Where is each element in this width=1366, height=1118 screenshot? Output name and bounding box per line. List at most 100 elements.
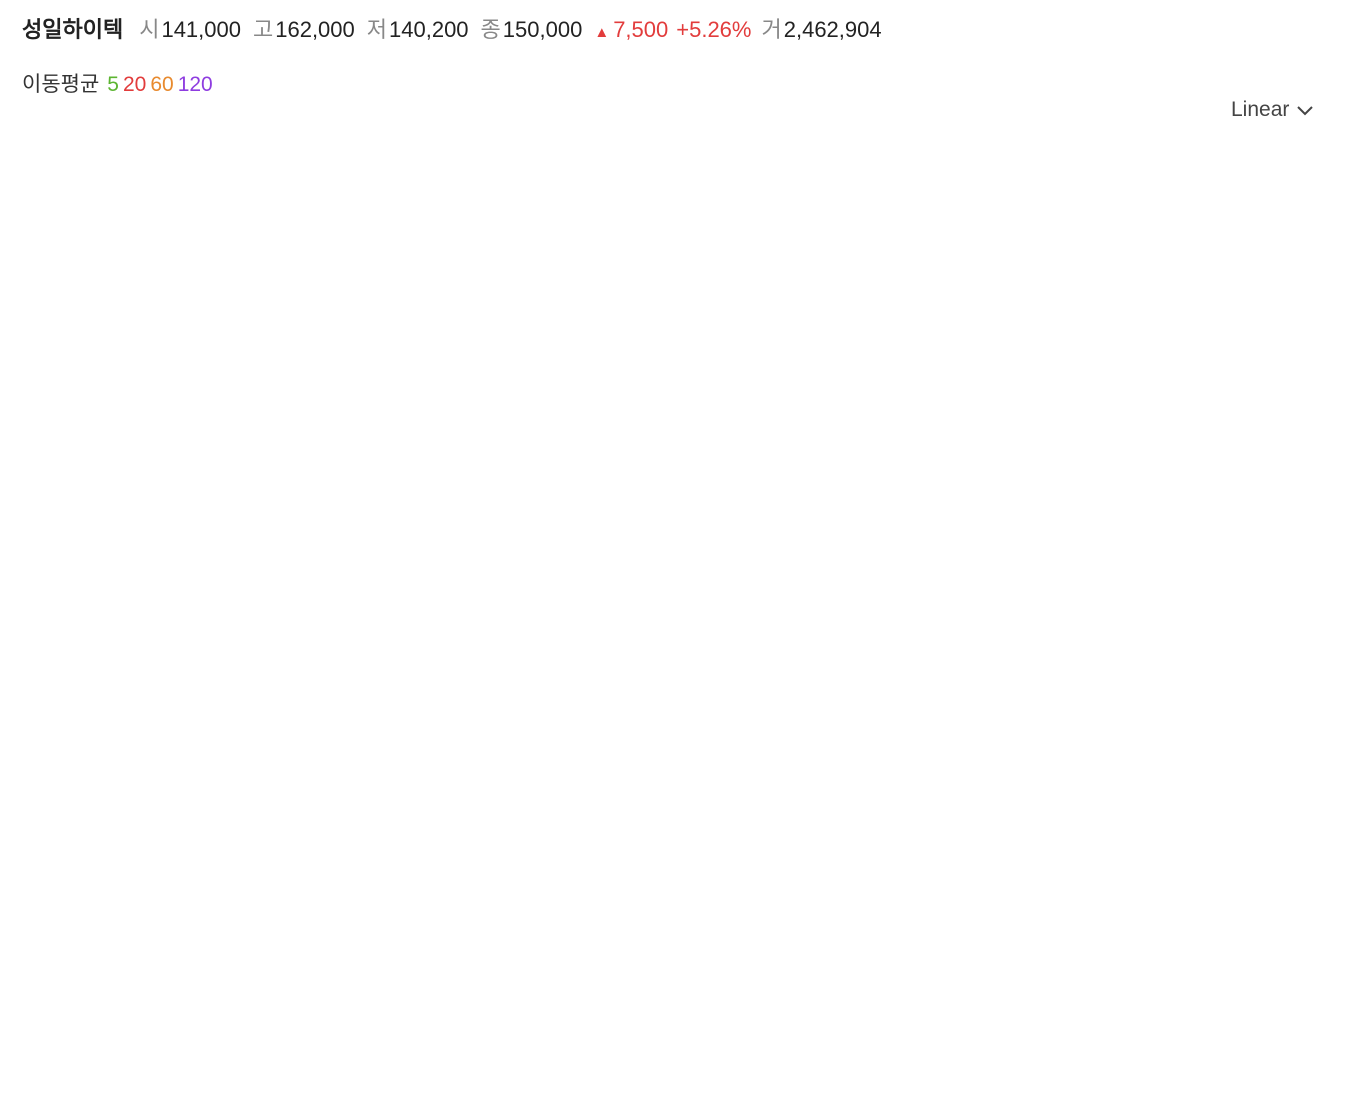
candle-body: [1111, 490, 1122, 504]
volume-bar: [574, 1024, 585, 1042]
volume-bar: [1096, 1038, 1107, 1042]
volume-bar: [1007, 1035, 1018, 1042]
x-tick-label: 14: [1067, 1052, 1091, 1077]
candle-body: [21, 718, 32, 723]
chevron[interactable]: [1295, 103, 1315, 117]
candle-body: [858, 473, 869, 496]
volume-bar: [305, 1010, 316, 1042]
volume-column: [946, 862, 959, 1042]
ma-line: [877, 430, 1177, 513]
volume-column: [185, 862, 198, 1042]
volume-bar: [81, 1030, 92, 1042]
candle-body: [947, 430, 958, 473]
candle-body: [723, 448, 734, 473]
candle-body: [36, 723, 47, 743]
item-label: 고: [252, 17, 274, 42]
volume-column: [961, 862, 974, 1042]
volume-bar: [290, 1016, 301, 1042]
y-tick-label: 161,415: [1207, 221, 1287, 246]
candle-body: [380, 427, 391, 507]
volume-tick-label: 4.08m: [1207, 908, 1268, 933]
volume-bar: [858, 1035, 869, 1042]
volume-title-value: 2,462,904: [88, 876, 182, 899]
high-label: 최고: [472, 150, 507, 172]
volume-column: [1006, 862, 1019, 1042]
y-tick-label: 118,371: [1207, 530, 1285, 555]
volume-bar: [559, 1026, 570, 1042]
candle-body: [529, 302, 540, 357]
volume-bar: [962, 1036, 973, 1042]
last-price-tag: [1183, 488, 1350, 525]
volume-bar: [335, 995, 346, 1042]
volume-bar: [380, 1020, 391, 1042]
volume-bar: [201, 1030, 212, 1042]
change: 7,500: [613, 17, 669, 42]
scale-menu[interactable]: Linear: [1231, 98, 1315, 122]
low-label: 최저: [8, 819, 43, 841]
candle-body: [574, 405, 585, 469]
volume-column: [1170, 862, 1183, 1042]
candle-body: [619, 378, 630, 466]
volume-bar: [230, 1030, 241, 1042]
volume-column: [1051, 862, 1064, 1042]
candle-body: [51, 740, 62, 746]
item-label: 시: [139, 17, 160, 42]
volume-column: [125, 862, 138, 1042]
volume-column: [334, 862, 347, 1042]
candle-body: [768, 389, 779, 413]
candle-body: [917, 430, 928, 451]
volume-bar: [977, 1038, 988, 1042]
candle-body: [335, 454, 346, 472]
x-tick-label: 7: [88, 1052, 100, 1077]
candle-body: [275, 568, 286, 573]
volume-column: [916, 862, 929, 1042]
candle-body: [1126, 500, 1137, 506]
volume-bar: [723, 1036, 734, 1042]
header: 성일하이텍 시141,000 고162,000 저140,200 종150,000 ▲ 7,…: [22, 12, 894, 44]
item-value: 141,000: [161, 17, 241, 42]
candle-body: [96, 760, 107, 776]
volume-label: 거: [761, 17, 782, 42]
volume-bar: [410, 970, 421, 1042]
volume-column: [618, 862, 631, 1042]
candle-body: [499, 280, 510, 357]
candle-body: [678, 402, 689, 443]
candle-body: [469, 193, 480, 199]
volume-bar: [843, 1036, 854, 1042]
volume-bar: [7, 964, 17, 1042]
volume-bar: [992, 1036, 1003, 1042]
volume-bar: [260, 957, 271, 1042]
volume-tick-label: 1.36m: [1207, 988, 1268, 1013]
candle-body: [1096, 473, 1107, 488]
volume-bar: [275, 1010, 286, 1042]
volume-column: [364, 862, 377, 1042]
candle-body: [111, 773, 122, 779]
scale-label[interactable]: Linear: [1231, 98, 1290, 121]
volume-column: [483, 862, 496, 1042]
candle-body: [932, 420, 943, 434]
candle-body: [425, 292, 436, 308]
candle-body: [216, 658, 227, 705]
ma-label: 이동평균: [22, 73, 100, 96]
candle-body: [1052, 440, 1063, 446]
volume-column: [588, 862, 601, 1042]
candle-body: [201, 706, 212, 738]
volume-column: [1066, 862, 1079, 1042]
volume-column: [304, 862, 317, 1042]
volume-column: [438, 862, 451, 1042]
volume-bar: [469, 1020, 480, 1042]
volume-column: [543, 862, 556, 1042]
volume-bar: [887, 1034, 898, 1042]
volume-column: [1095, 862, 1108, 1042]
volume-bar: [1037, 1035, 1048, 1042]
item-label: 저: [366, 17, 388, 42]
item-value: 162,000: [275, 17, 355, 42]
volume-bar: [350, 998, 361, 1042]
candle-body: [290, 548, 301, 571]
volume-bar: [544, 1022, 555, 1042]
volume-bar: [768, 1036, 779, 1042]
volume-bar: [917, 1030, 928, 1042]
candle-body: [320, 482, 331, 529]
candle-body: [693, 417, 704, 441]
volume-bar: [454, 991, 465, 1042]
